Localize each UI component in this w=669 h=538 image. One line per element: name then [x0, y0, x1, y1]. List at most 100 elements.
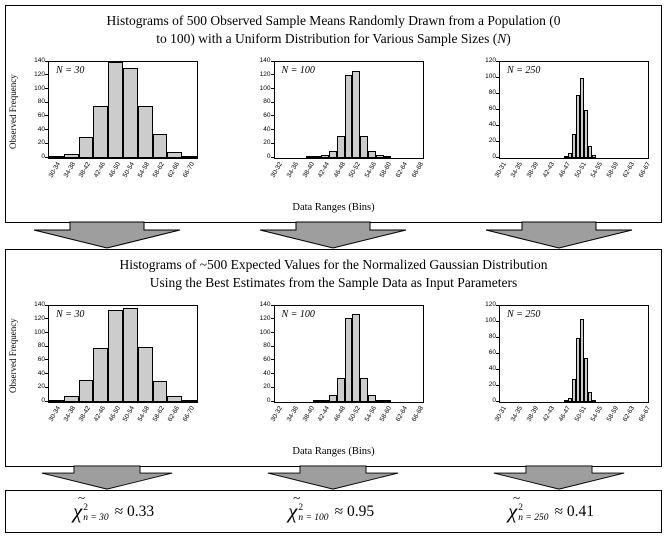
y-tick-label: 140 [34, 301, 45, 309]
histogram-bar [49, 399, 64, 402]
down-arrow-icon [33, 221, 181, 249]
x-tick-labels: 30-31 34-35 38-39 42-43 46-47 50-51 54-55 58-59… [494, 158, 652, 203]
histogram-bar [108, 310, 123, 402]
y-tick-mark [496, 92, 500, 94]
down-arrow-icon [493, 465, 625, 490]
histogram-bar [584, 109, 588, 158]
plot-area: N = 30 30-34 34-38 38-42 42-46 46-50 50-54 54-… [34, 58, 198, 179]
histogram-bar [568, 397, 572, 402]
histogram-bar [564, 399, 568, 402]
y-tick-label: 120 [485, 57, 496, 65]
y-tick-mark [496, 108, 500, 110]
panel2-title-line2: Using the Best Estimates from the Sample… [149, 274, 518, 290]
panel-observed-histograms: Histograms of 500 Observed Sample Means … [5, 5, 662, 223]
panel2-title: Histograms of ~500 Expected Values for t… [6, 256, 661, 292]
chi-symbol: ~ χ [508, 490, 521, 523]
histogram-bar [305, 155, 314, 158]
y-tick-mark [270, 332, 275, 334]
plot-area: N = 100 30-32 34-36 38-40 42-44 46-48 50-52 54… [260, 58, 425, 179]
histogram-bar [137, 105, 153, 158]
y-tick-label: 100 [259, 84, 271, 92]
histogram-bar [93, 348, 109, 402]
chi-value: ≈ 0.95 [334, 502, 375, 520]
histogram-bar [167, 396, 183, 402]
y-tick-label: 0 [266, 397, 271, 405]
tilde-mark: ~ [293, 490, 301, 505]
y-tick-mark [45, 400, 49, 402]
expected-charts-row: Observed Frequency N = 30 30-34 34-38 38-4… [6, 295, 661, 445]
down-arrow-icon [485, 221, 633, 249]
histogram-bar [329, 150, 337, 158]
histogram-observed-n100: N = 100 30-32 34-36 38-40 42-44 46-48 50-52 54… [248, 51, 428, 201]
y-tick-label: 100 [485, 73, 496, 81]
y-tick-label: 140 [259, 57, 271, 65]
y-tick-label: 100 [485, 317, 496, 325]
tilde-mark: ~ [77, 490, 86, 505]
histogram-bar [123, 68, 138, 158]
histogram-bar [93, 105, 109, 158]
panel1-title: Histograms of 500 Observed Sample Means … [6, 12, 661, 48]
y-tick-label: 0 [492, 397, 496, 405]
series-label: N = 30 [56, 64, 85, 76]
y-tick-mark [45, 60, 49, 62]
y-axis-title: Observed Frequency [8, 74, 18, 149]
y-tick-label: 120 [34, 314, 45, 322]
y-tick-mark [45, 129, 49, 131]
y-tick-mark [45, 318, 49, 320]
histogram-bar [123, 307, 138, 402]
y-tick-label: 20 [263, 383, 271, 391]
histogram-bar [564, 155, 568, 158]
y-tick-label: 80 [488, 89, 496, 97]
histogram-bar [360, 377, 368, 402]
down-arrow-icon [41, 465, 173, 490]
y-tick-mark [270, 318, 275, 320]
plot-area: N = 250 30-31 34-35 38-39 42-43 46-47 50-51 54… [485, 302, 652, 423]
y-tick-label: 40 [37, 125, 45, 133]
histogram-bar [329, 394, 337, 402]
plot-area: N = 100 30-32 34-36 38-40 42-44 46-48 50-52 54… [260, 302, 425, 423]
y-tick-label: 40 [488, 121, 496, 129]
histogram-bar [63, 396, 79, 402]
y-tick-mark [45, 373, 49, 375]
histogram-bar [49, 155, 64, 158]
histogram-bar [167, 152, 183, 158]
plot-area: N = 30 30-34 34-38 38-42 42-46 46-50 50-54 54-… [34, 302, 198, 423]
histogram-bar [78, 379, 94, 402]
y-tick-mark [45, 156, 49, 158]
histogram-expected-n30: N = 30 30-34 34-38 38-42 42-46 46-50 50-54 54-… [22, 295, 202, 445]
histogram-bar [152, 134, 168, 158]
histogram-bar [572, 133, 576, 158]
y-tick-mark [45, 101, 49, 103]
y-tick-label: 120 [485, 301, 496, 309]
y-tick-label: 80 [37, 98, 45, 106]
down-arrow-icon [259, 221, 407, 249]
histogram-bar [360, 135, 368, 158]
y-tick-mark [496, 368, 500, 370]
y-tick-mark [270, 373, 275, 375]
down-arrow-icon [267, 465, 399, 490]
tilde-mark: ~ [513, 490, 521, 505]
y-tick-mark [270, 156, 275, 158]
histogram-bar [576, 337, 580, 402]
x-tick-labels: 30-31 34-35 38-39 42-43 46-47 50-51 54-55 58-59… [494, 402, 652, 447]
histogram-bar [584, 357, 588, 402]
y-tick-mark [45, 115, 49, 117]
y-tick-mark [496, 304, 500, 306]
y-tick-mark [496, 124, 500, 126]
y-tick-label: 20 [488, 137, 496, 145]
y-tick-label: 80 [263, 98, 271, 106]
y-tick-label: 40 [488, 365, 496, 373]
y-tick-mark [496, 352, 500, 354]
y-tick-label: 0 [41, 397, 45, 405]
y-tick-mark [496, 60, 500, 62]
panel2-title-line1: Histograms of ~500 Expected Values for t… [119, 257, 548, 272]
y-tick-label: 140 [34, 57, 45, 65]
y-tick-label: 100 [259, 328, 271, 336]
y-tick-mark [496, 140, 500, 142]
histogram-observed-n30: N = 30 30-34 34-38 38-42 42-46 46-50 50-54 54-… [22, 51, 202, 201]
y-tick-mark [45, 142, 49, 144]
y-tick-label: 100 [34, 328, 45, 336]
histogram-bar [580, 77, 584, 158]
chi-value: ≈ 0.33 [114, 502, 155, 520]
